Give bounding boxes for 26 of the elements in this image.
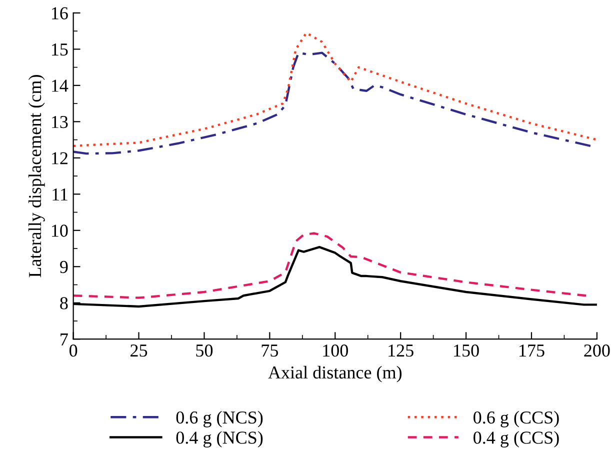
line-series bbox=[73, 32, 597, 148]
y-axis-title: Laterally displacement (cm) bbox=[28, 75, 45, 278]
x-tick-label: 0 bbox=[69, 344, 78, 357]
y-tick-label: 16 bbox=[52, 7, 68, 20]
y-tick-label: 12 bbox=[52, 152, 68, 164]
x-tick-label: 100 bbox=[323, 344, 348, 357]
y-tick-label: 14 bbox=[52, 80, 68, 92]
x-tick-label: 150 bbox=[454, 344, 479, 357]
legend-label: 0.4 g (CCS) bbox=[474, 431, 559, 448]
y-tick-label: 11 bbox=[52, 188, 68, 200]
y-tick-label: 7 bbox=[60, 334, 68, 346]
x-tick-label: 200 bbox=[584, 344, 610, 357]
x-tick-label: 75 bbox=[262, 344, 278, 357]
legend-label: 0.6 g (NCS) bbox=[176, 410, 263, 428]
legend-label: 0.6 g (CCS) bbox=[474, 410, 559, 428]
x-tick-label: 125 bbox=[388, 344, 414, 357]
x-tick-label: 50 bbox=[196, 344, 213, 357]
y-tick-label: 8 bbox=[60, 297, 68, 310]
x-tick-label: 175 bbox=[520, 344, 544, 357]
y-tick-label: 9 bbox=[60, 260, 68, 274]
legend-label: 0.4 g (NCS) bbox=[176, 431, 263, 448]
y-tick-label: 13 bbox=[52, 116, 68, 128]
y-tick-label: 15 bbox=[52, 44, 68, 56]
y-tick-label: 10 bbox=[52, 224, 68, 237]
x-axis-title: Axial distance (m) bbox=[268, 366, 402, 382]
x-tick-label: 25 bbox=[130, 344, 148, 357]
